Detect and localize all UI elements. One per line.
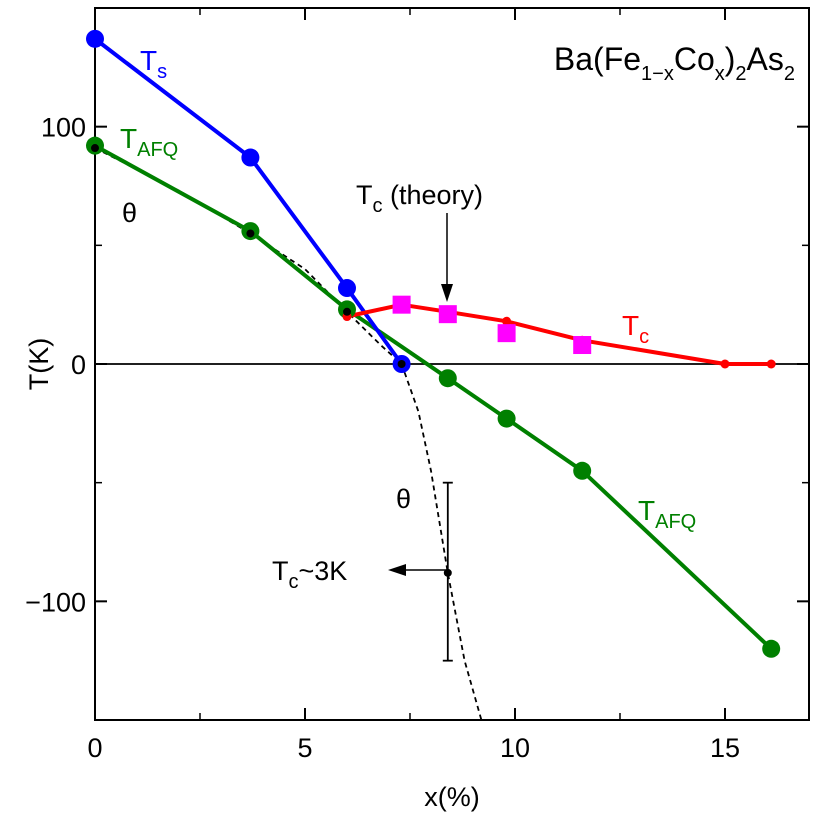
x-tick-label: 15 xyxy=(710,733,740,763)
x-tick-label: 0 xyxy=(87,733,102,763)
series-line-ts xyxy=(93,37,404,366)
tc-theory-point xyxy=(573,336,592,355)
theta-point xyxy=(91,144,99,153)
x-axis-label: x(%) xyxy=(424,782,480,812)
text-labels: 0 5 10 15 −100 0 100 xyxy=(25,113,740,763)
series-line-tafq xyxy=(94,143,773,651)
tc-theory-arrow xyxy=(441,213,453,302)
ts-point xyxy=(86,29,104,48)
series-markers xyxy=(86,29,781,658)
series-label-ts: Ts xyxy=(140,45,167,83)
y-tick-label: 0 xyxy=(71,350,86,380)
tc-3k-arrow xyxy=(388,564,448,576)
tc-point xyxy=(502,316,512,326)
theta-point xyxy=(343,307,351,316)
theta-point xyxy=(443,568,452,577)
theta-point xyxy=(246,229,255,238)
tc-theory-point xyxy=(438,305,457,324)
tc-theory-label: Tc (theory) xyxy=(356,180,483,217)
series-label-tafq-lower: TAFQ xyxy=(638,495,696,533)
series-label-tc: Tc xyxy=(622,310,649,348)
tc-point xyxy=(720,359,730,369)
ts-point xyxy=(241,148,260,167)
series-label-tafq-upper: TAFQ xyxy=(120,123,178,161)
ts-point xyxy=(338,279,356,298)
series-lines xyxy=(93,37,773,721)
y-tick-label: 100 xyxy=(41,113,86,143)
tafq-point xyxy=(438,369,457,388)
tc-point xyxy=(766,359,776,369)
theta-dashed-curve xyxy=(94,147,483,721)
theta-label-upper: θ xyxy=(122,198,137,228)
theta-point xyxy=(397,360,406,368)
theta-label-lower: θ xyxy=(396,484,411,514)
tc-theory-point xyxy=(497,324,516,343)
y-tick-label: −100 xyxy=(25,587,86,617)
chart-title: Ba(Fe1−xCox)2As2 xyxy=(554,41,795,85)
y-axis-label: T(K) xyxy=(24,338,54,390)
tc-3k-label: Tc~3K xyxy=(272,556,347,593)
tafq-point xyxy=(573,461,592,480)
tafq-point xyxy=(497,409,516,428)
x-tick-label: 10 xyxy=(500,733,530,763)
x-tick-label: 5 xyxy=(297,733,312,763)
tc-theory-point xyxy=(392,295,411,314)
tafq-point xyxy=(762,639,781,658)
